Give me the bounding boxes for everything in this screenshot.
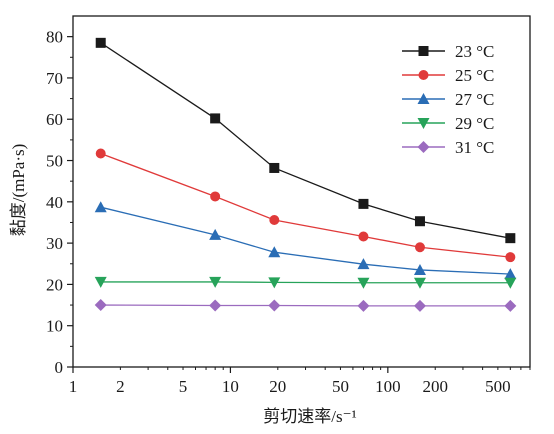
y-tick-label: 80 [46, 28, 63, 47]
data-point [504, 277, 517, 289]
data-point [413, 299, 426, 312]
x-tick-label: 20 [269, 377, 286, 396]
y-tick-label: 0 [55, 358, 64, 377]
y-tick-label: 50 [46, 152, 63, 171]
data-point [505, 252, 516, 263]
series-line [100, 206, 511, 275]
y-tick-label: 10 [46, 317, 63, 336]
data-point [357, 277, 370, 289]
data-point [95, 37, 106, 48]
legend-marker [418, 70, 429, 80]
y-tick-label: 30 [46, 234, 63, 253]
x-tick-label: 200 [422, 377, 448, 396]
legend-item: 23 °C [402, 42, 494, 61]
data-point [268, 277, 281, 289]
legend-item: 31 °C [402, 138, 494, 157]
data-point [94, 276, 107, 288]
data-point [94, 201, 107, 213]
x-tick-label: 50 [332, 377, 349, 396]
series-2 [95, 148, 516, 263]
data-point [269, 162, 280, 173]
legend-marker [417, 93, 430, 104]
plot-frame [72, 15, 531, 368]
legend-item: 25 °C [402, 66, 494, 85]
y-tick-label: 40 [46, 193, 63, 212]
x-tick-label: 2 [116, 377, 125, 396]
legend-marker [417, 141, 430, 153]
legend: 23 °C 25 °C 27 °C 29 °C 31 °C [402, 42, 494, 157]
legend-label: 25 °C [455, 66, 494, 85]
data-point [268, 299, 281, 312]
x-axis-title: 剪切速率/s⁻¹ [263, 407, 356, 426]
series-1 [95, 37, 516, 244]
legend-marker [417, 118, 430, 129]
data-point [209, 228, 222, 240]
data-point [210, 113, 221, 124]
data-point [209, 299, 222, 312]
data-point [94, 299, 107, 312]
x-tick-label: 10 [222, 377, 239, 396]
data-point [269, 214, 280, 225]
legend-item: 29 °C [402, 114, 494, 133]
x-tick-label: 100 [375, 377, 401, 396]
data-point [357, 299, 370, 312]
data-point [413, 263, 426, 275]
x-tick-label: 500 [485, 377, 511, 396]
series-line [100, 152, 511, 258]
series-5 [94, 299, 517, 312]
series-line [100, 304, 511, 307]
series-3 [94, 201, 517, 280]
data-point [358, 231, 369, 242]
series-line [100, 281, 511, 284]
data-point [414, 216, 425, 227]
data-point [505, 233, 516, 244]
y-tick-label: 60 [46, 110, 63, 129]
series-4 [94, 276, 517, 289]
data-point [414, 242, 425, 253]
x-tick-label: 1 [69, 377, 78, 396]
series-layer [94, 37, 517, 312]
y-tick-label: 20 [46, 275, 63, 294]
data-point [504, 299, 517, 312]
y-axis-title: 黏度/(mPa·s) [9, 144, 28, 237]
legend-label: 23 °C [455, 42, 494, 61]
data-point [209, 276, 222, 288]
legend-marker [418, 46, 429, 56]
data-point [504, 268, 517, 280]
legend-label: 31 °C [455, 138, 494, 157]
data-point [357, 258, 370, 270]
legend-item: 27 °C [402, 90, 494, 109]
axes: 0 10 20 30 40 50 60 70 80 1 2 5 10 20 50 100 200 500 [46, 15, 531, 396]
data-point [358, 198, 369, 209]
x-tick-label: 5 [179, 377, 188, 396]
legend-label: 27 °C [455, 90, 494, 109]
y-tick-label: 70 [46, 69, 63, 88]
series-line [100, 42, 511, 239]
data-point [268, 246, 281, 258]
legend-label: 29 °C [455, 114, 494, 133]
data-point [413, 277, 426, 289]
data-point [95, 148, 106, 159]
data-point [210, 191, 221, 202]
